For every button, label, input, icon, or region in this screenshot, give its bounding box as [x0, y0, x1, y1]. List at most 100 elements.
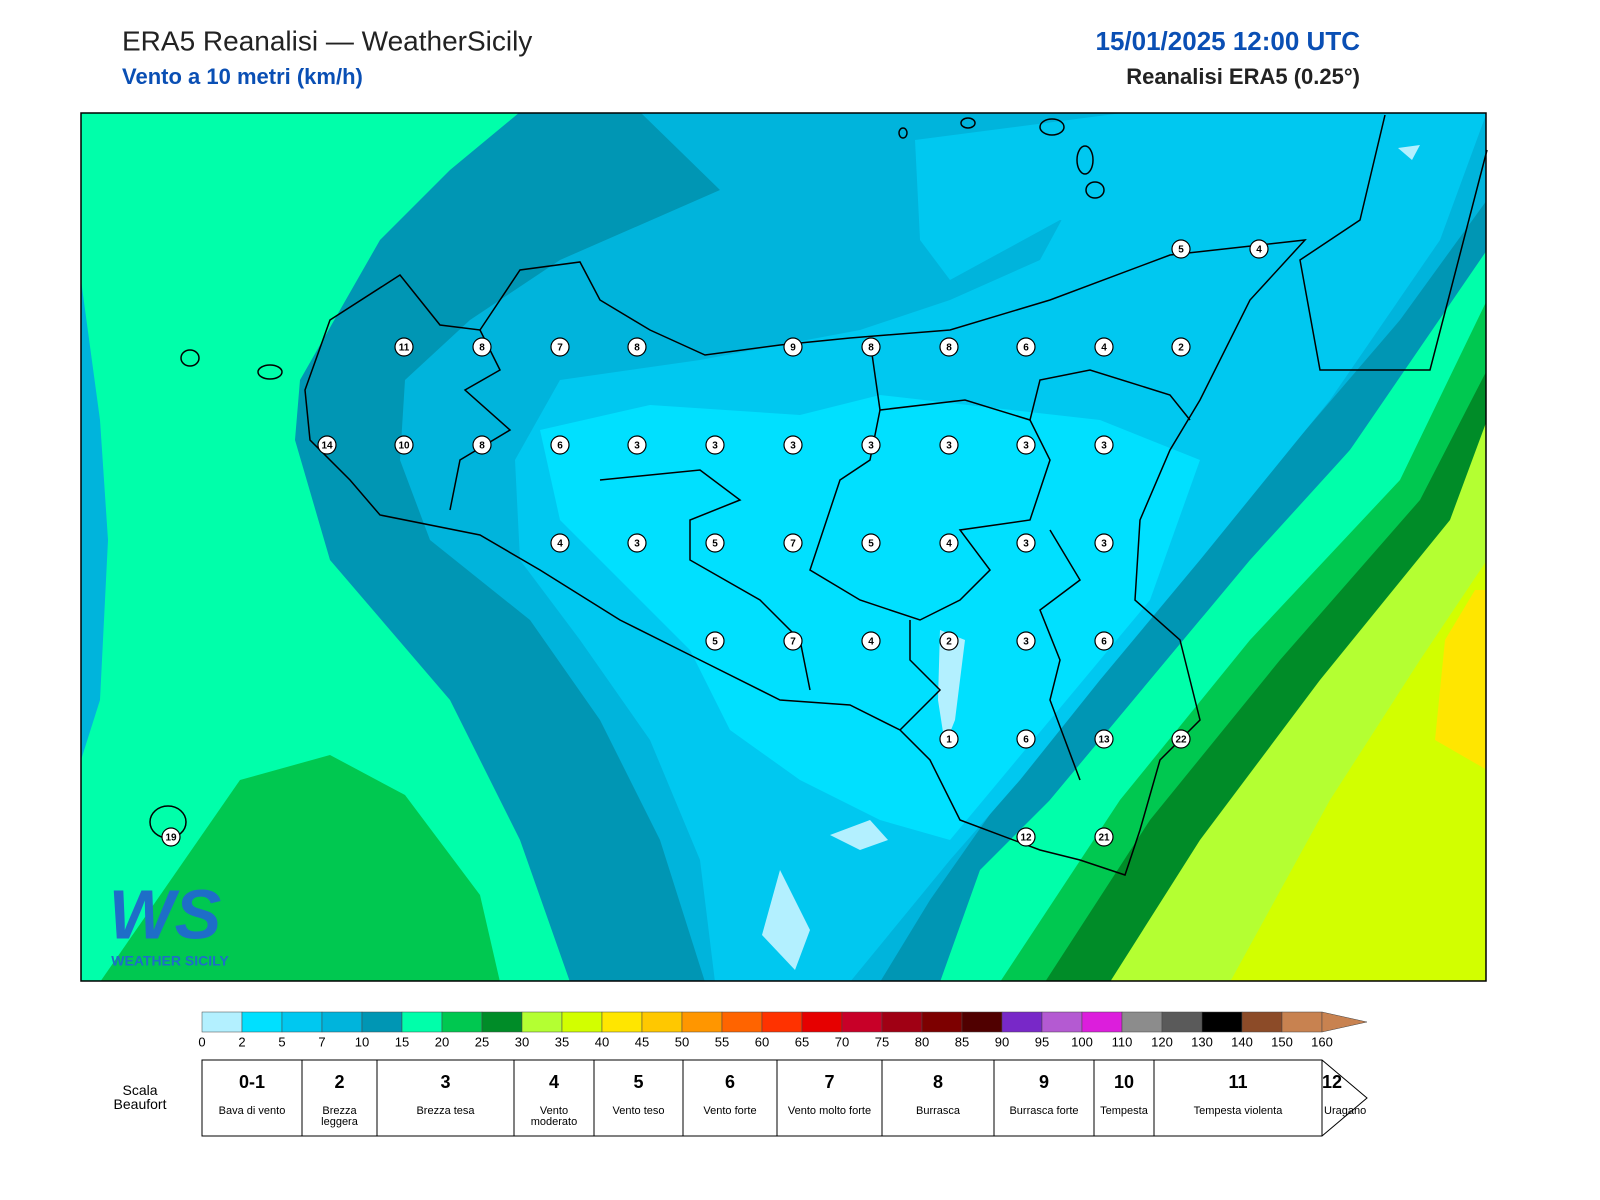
beaufort-cell: 5 Vento teso [594, 1060, 683, 1136]
station-value: 13 [1098, 735, 1110, 746]
island [1076, 145, 1094, 175]
colorbar-swatch [1241, 1011, 1283, 1033]
colorbar-tick-label: 70 [835, 1034, 849, 1049]
station-value: 3 [634, 539, 640, 550]
colorbar-swatch [881, 1011, 923, 1033]
station-value: 5 [868, 539, 874, 550]
field-zone [938, 630, 965, 745]
field-zone [915, 113, 1175, 280]
beaufort-force: 9 [1038, 1072, 1049, 1092]
field-zone [1435, 590, 1486, 770]
station-value: 3 [712, 441, 718, 452]
beaufort-cell: 9 Burrasca forte [994, 1060, 1094, 1136]
station-value: 5 [712, 539, 718, 550]
field-zone [1398, 145, 1420, 160]
island [180, 349, 200, 367]
station-value: 8 [946, 343, 952, 354]
station-marker [1016, 435, 1036, 455]
logo-text: WEATHER SICILY [111, 953, 229, 969]
field-zone [81, 280, 108, 760]
island [257, 364, 283, 380]
colorbar-tick-label: 140 [1231, 1034, 1253, 1049]
colorbar-tick-label: 75 [875, 1034, 889, 1049]
colorbar-tick-label: 7 [318, 1034, 325, 1049]
station-marker [1249, 239, 1269, 259]
colorbar-tick-label: 50 [675, 1034, 689, 1049]
beaufort-cell: 11 Tempesta violenta [1154, 1060, 1322, 1136]
station-marker [1016, 533, 1036, 553]
colorbar-tick-label: 90 [995, 1034, 1009, 1049]
beaufort-cell: 3 Brezza tesa [377, 1060, 514, 1136]
station-value: 3 [1023, 539, 1029, 550]
station-marker [317, 435, 337, 455]
colorbar-swatch [601, 1011, 643, 1033]
colorbar-tick-label: 130 [1191, 1034, 1213, 1049]
colorbar-tick-label: 150 [1271, 1034, 1293, 1049]
beaufort-desc: Vento moderato [530, 1105, 578, 1128]
colorbar-tick-label: 120 [1151, 1034, 1173, 1049]
station-value: 3 [790, 441, 796, 452]
beaufort-desc: Brezza leggera [321, 1105, 358, 1128]
colorbar-swatch [481, 1011, 523, 1033]
station-marker [394, 337, 414, 357]
station-marker [861, 533, 881, 553]
station-value: 4 [557, 539, 563, 550]
beaufort-force: 3 [440, 1072, 451, 1092]
station-value: 14 [321, 441, 333, 452]
station-marker [1094, 435, 1114, 455]
colorbar-swatch [321, 1011, 363, 1033]
field [81, 113, 1486, 981]
station-marker [1016, 337, 1036, 357]
beaufort-desc: Tempesta [1100, 1105, 1148, 1117]
station-marker [705, 631, 725, 651]
colorbar-swatch [721, 1011, 763, 1033]
station-value: 8 [479, 441, 485, 452]
colorbar-swatch [961, 1011, 1003, 1033]
station-value: 6 [557, 441, 563, 452]
colorbar-swatch [281, 1011, 323, 1033]
station-marker [939, 631, 959, 651]
station-marker [472, 435, 492, 455]
colorbar-swatch [441, 1011, 483, 1033]
beaufort-cell: 7 Vento molto forte [777, 1060, 882, 1136]
station-value: 7 [790, 539, 796, 550]
station-value: 4 [1256, 245, 1262, 256]
station-value: 12 [1020, 833, 1032, 844]
colorbar-tick-label: 160 [1311, 1034, 1333, 1049]
station-value: 21 [1098, 833, 1110, 844]
beaufort-force: 10 [1113, 1072, 1135, 1092]
colorbar-tick-label: 25 [475, 1034, 489, 1049]
station-marker [783, 337, 803, 357]
station-value: 1 [946, 735, 952, 746]
colorbar-swatch [921, 1011, 963, 1033]
stations: 5 4 11 8 7 8 9 8 8 6 4 2 14 10 8 6 3 3 3 3 3 3 3 4 3 5 7 5 4 3 3 5 7 4 2 3 6… [161, 239, 1269, 847]
station-marker [394, 435, 414, 455]
colorbar-tick-label: 0 [198, 1034, 205, 1049]
station-marker [1016, 631, 1036, 651]
colorbar-tick-label: 45 [635, 1034, 649, 1049]
station-value: 10 [398, 441, 410, 452]
beaufort-force: 7 [824, 1072, 835, 1092]
colorbar-swatch [561, 1011, 603, 1033]
colorbar-tick-label: 100 [1071, 1034, 1093, 1049]
border [1039, 529, 1081, 781]
station-marker [161, 827, 181, 847]
field-zone [1230, 561, 1486, 981]
station-marker [1094, 827, 1114, 847]
station-value: 3 [868, 441, 874, 452]
station-marker [1171, 729, 1191, 749]
colorbar-swatch [1161, 1011, 1203, 1033]
colorbar-tick-label: 2 [238, 1034, 245, 1049]
colorbar-swatch [361, 1011, 403, 1033]
station-marker [861, 631, 881, 651]
colorbar-swatch [841, 1011, 883, 1033]
station-value: 3 [1101, 539, 1107, 550]
station-value: 3 [1023, 441, 1029, 452]
station-marker [783, 533, 803, 553]
field-zone [100, 755, 500, 981]
station-marker [1016, 729, 1036, 749]
colorbar-swatch [1001, 1011, 1043, 1033]
beaufort-force: 8 [932, 1072, 943, 1092]
